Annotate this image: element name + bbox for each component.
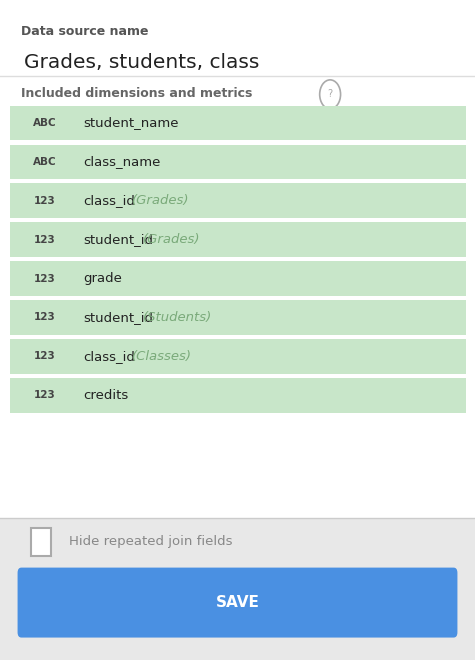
- Text: class_id: class_id: [83, 194, 135, 207]
- Text: class_name: class_name: [83, 155, 161, 168]
- Text: 123: 123: [34, 351, 56, 362]
- Text: Grades, students, class: Grades, students, class: [24, 53, 259, 72]
- Text: (Students): (Students): [143, 311, 212, 324]
- FancyBboxPatch shape: [10, 145, 466, 179]
- FancyBboxPatch shape: [10, 183, 466, 218]
- Text: student_id: student_id: [83, 311, 153, 324]
- Text: student_id: student_id: [83, 233, 153, 246]
- Text: grade: grade: [83, 272, 122, 285]
- Text: ABC: ABC: [33, 117, 57, 128]
- FancyBboxPatch shape: [10, 300, 466, 335]
- Text: Included dimensions and metrics: Included dimensions and metrics: [21, 87, 253, 100]
- Text: credits: credits: [83, 389, 128, 402]
- Text: student_name: student_name: [83, 116, 179, 129]
- Text: SAVE: SAVE: [216, 595, 259, 610]
- Text: 123: 123: [34, 234, 56, 245]
- FancyBboxPatch shape: [18, 568, 457, 638]
- FancyBboxPatch shape: [10, 261, 466, 296]
- Text: 123: 123: [34, 273, 56, 284]
- Text: ABC: ABC: [33, 156, 57, 167]
- Text: Data source name: Data source name: [21, 25, 149, 38]
- Text: Hide repeated join fields: Hide repeated join fields: [69, 535, 232, 548]
- FancyBboxPatch shape: [0, 518, 475, 660]
- Text: ?: ?: [328, 89, 332, 100]
- Text: (Grades): (Grades): [132, 194, 189, 207]
- FancyBboxPatch shape: [10, 106, 466, 140]
- FancyBboxPatch shape: [10, 339, 466, 374]
- FancyBboxPatch shape: [10, 378, 466, 412]
- Text: (Grades): (Grades): [143, 233, 200, 246]
- Text: class_id: class_id: [83, 350, 135, 363]
- Text: 123: 123: [34, 195, 56, 206]
- FancyBboxPatch shape: [10, 222, 466, 257]
- Text: 123: 123: [34, 390, 56, 401]
- Text: (Classes): (Classes): [132, 350, 192, 363]
- Text: 123: 123: [34, 312, 56, 323]
- FancyBboxPatch shape: [31, 528, 51, 556]
